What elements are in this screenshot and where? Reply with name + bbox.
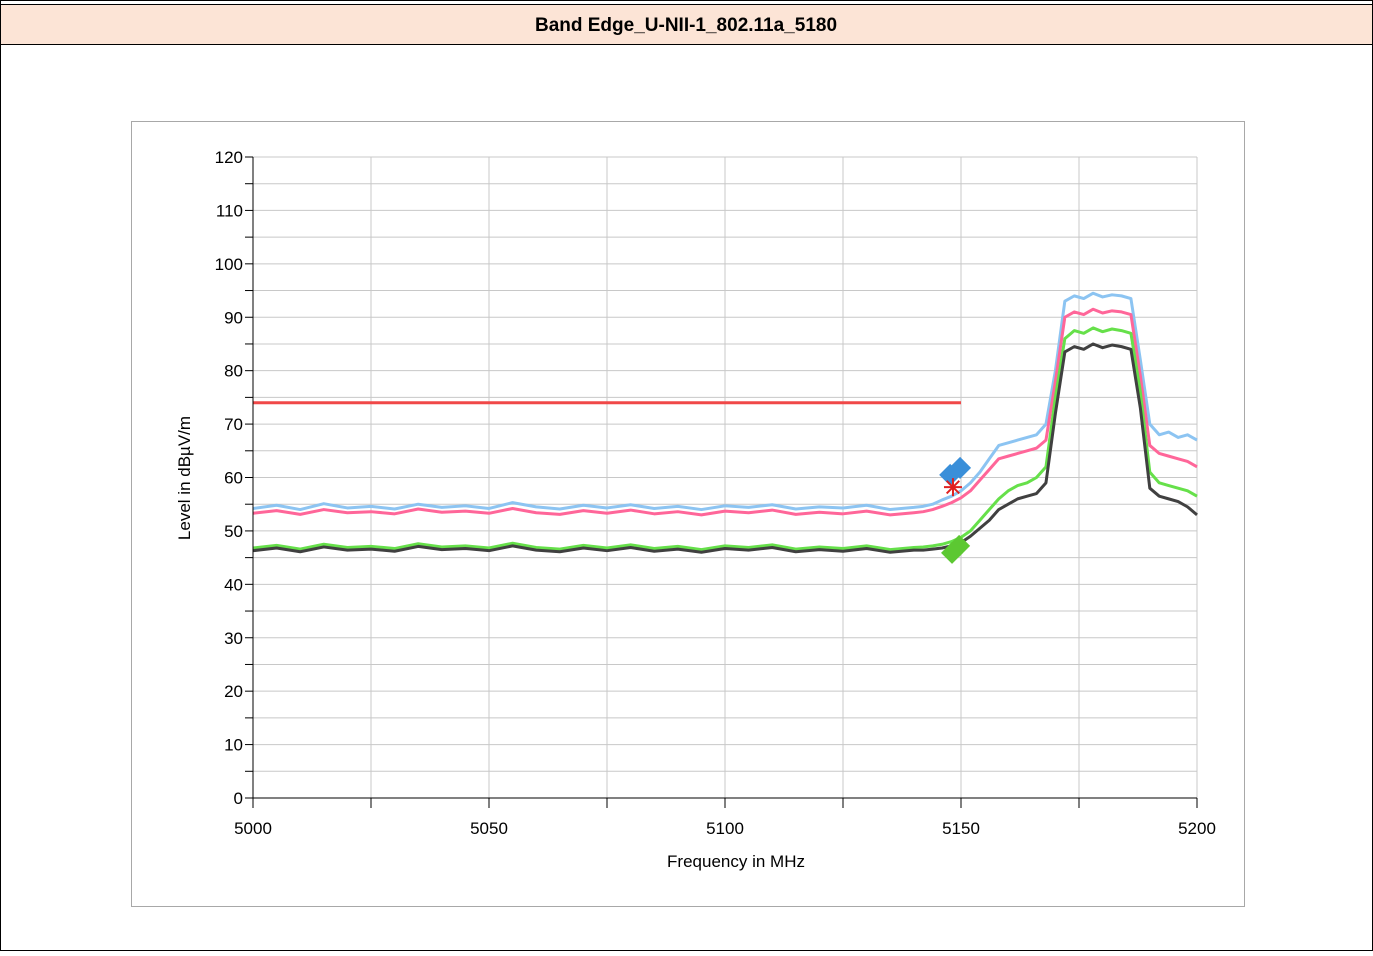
y-tick-label: 120 (215, 148, 243, 167)
y-tick-label: 90 (224, 308, 243, 327)
series-line (252, 307, 1198, 517)
y-tick-label: 80 (224, 362, 243, 381)
y-tick-label: 20 (224, 682, 243, 701)
y-tick-label: 100 (215, 255, 243, 274)
y-tick-label: 70 (224, 415, 243, 434)
chart-title: Band Edge_U-NII-1_802.11a_5180 (535, 15, 837, 36)
x-tick-label: 5150 (942, 819, 980, 838)
x-axis-label: Frequency in MHz (667, 852, 805, 871)
marker (943, 478, 962, 497)
x-tick-label: 5200 (1178, 819, 1216, 838)
y-tick-label: 50 (224, 522, 243, 541)
x-tick-label: 5050 (470, 819, 508, 838)
marker (949, 456, 972, 479)
series-line (252, 326, 1198, 552)
y-tick-label: 110 (216, 201, 243, 220)
y-tick-label: 40 (224, 575, 243, 594)
plot-area (252, 291, 1198, 564)
x-tick-label: 5100 (706, 819, 744, 838)
marker (948, 534, 971, 557)
y-tick-label: 60 (224, 469, 243, 488)
y-tick-label: 30 (224, 629, 243, 648)
header-bar (0, 4, 1373, 45)
y-tick-label: 10 (224, 736, 243, 755)
series-line (252, 342, 1198, 554)
series-line (252, 291, 1198, 512)
y-tick-label: 0 (234, 789, 243, 808)
y-axis-label: Level in dBµV/m (175, 416, 194, 540)
x-tick-label: 5000 (234, 819, 272, 838)
